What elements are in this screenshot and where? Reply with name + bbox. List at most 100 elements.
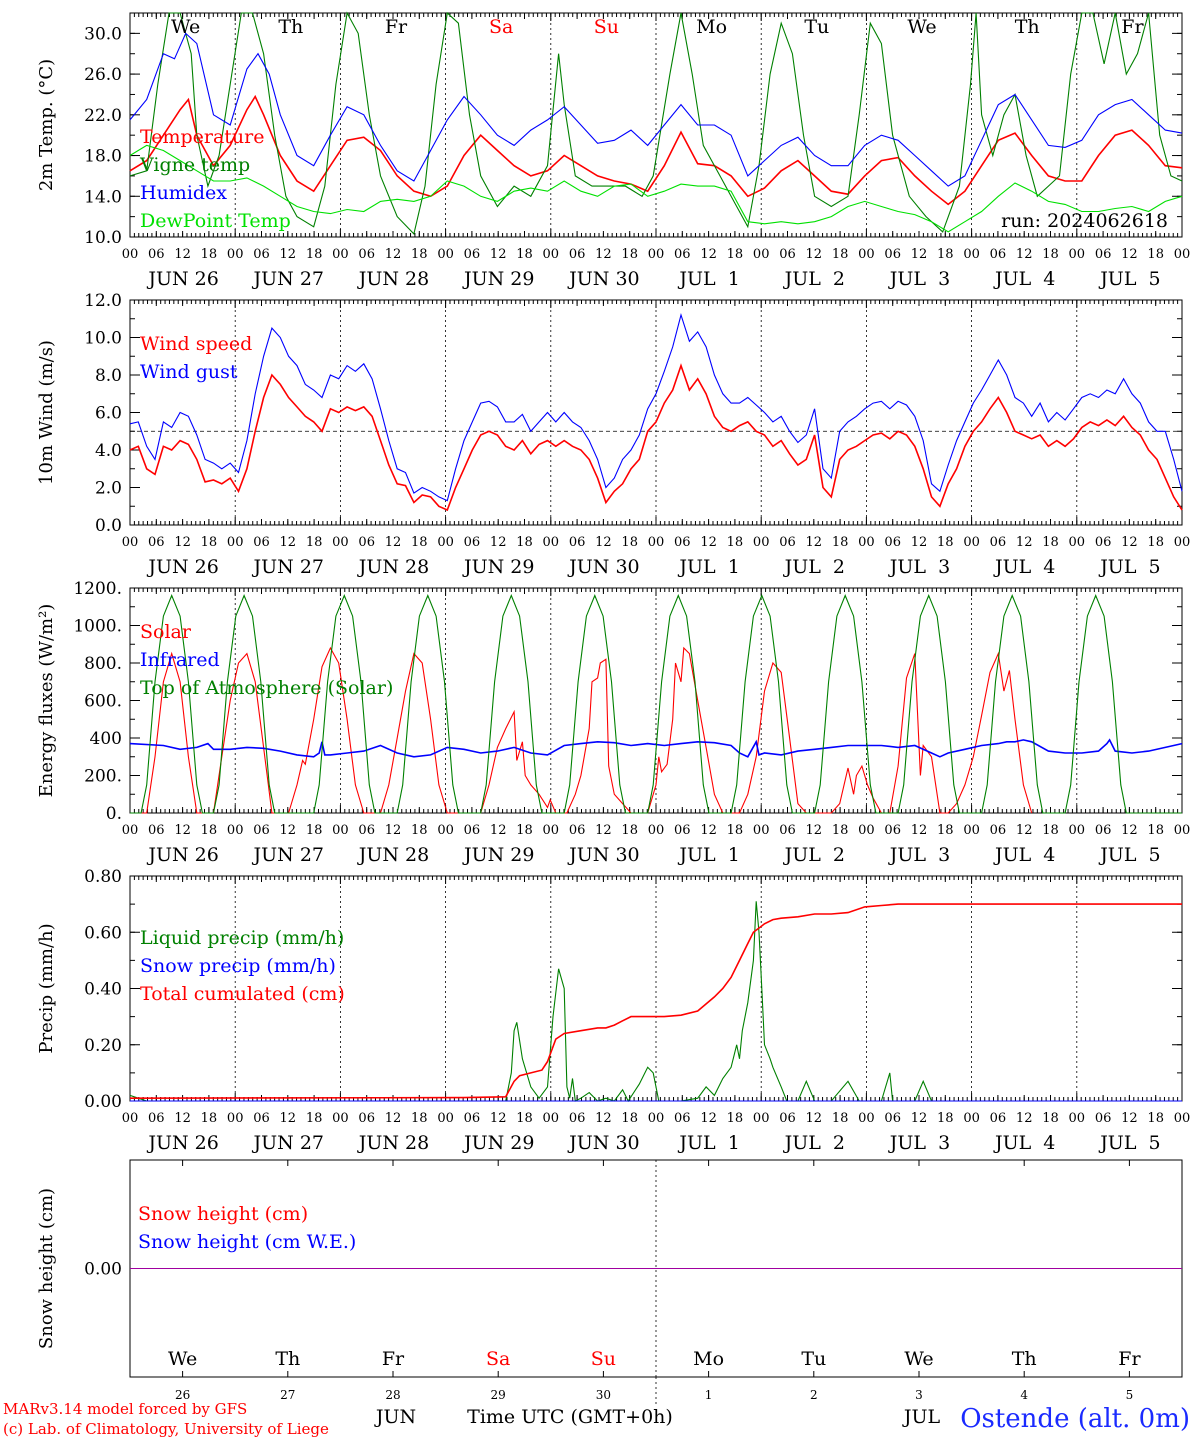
- hour-tick-label: 06: [253, 823, 270, 838]
- weekday-label: We: [907, 16, 936, 38]
- hour-tick-label: 06: [569, 535, 586, 550]
- legend-label: Liquid precip (mm/h): [140, 927, 344, 949]
- date-tick-label: JUL 2: [783, 268, 845, 290]
- hour-tick-label: 12: [806, 1111, 823, 1126]
- hour-tick-label: 18: [832, 535, 849, 550]
- hour-tick-label: 18: [727, 1111, 744, 1126]
- y-tick-label: 10.0: [84, 329, 122, 349]
- hour-tick-label: 12: [911, 1111, 928, 1126]
- hour-tick-label: 00: [963, 247, 980, 262]
- hour-tick-label: 18: [621, 1111, 638, 1126]
- date-tick-label: JUN 27: [252, 556, 324, 578]
- hour-tick-label: 00: [1069, 823, 1086, 838]
- day-number-label: 3: [915, 1388, 923, 1402]
- hour-tick-label: 12: [806, 535, 823, 550]
- date-tick-label: JUL 5: [1098, 844, 1160, 866]
- day-number-label: 27: [280, 1388, 295, 1402]
- hour-tick-label: 00: [648, 247, 665, 262]
- hour-tick-label: 12: [280, 247, 297, 262]
- y-tick-label: 12.0: [84, 291, 122, 311]
- series-line-total-cumulated-cm-: [129, 903, 1182, 1099]
- hour-tick-label: 00: [332, 535, 349, 550]
- hour-tick-label: 00: [543, 823, 560, 838]
- weekday-label: Th: [1012, 1348, 1037, 1370]
- date-tick-label: JUL 5: [1098, 556, 1160, 578]
- y-axis-label: Precip (mm/h): [36, 923, 57, 1053]
- hour-tick-label: 12: [700, 1111, 717, 1126]
- hour-tick-label: 06: [674, 535, 691, 550]
- date-tick-label: JUN 28: [357, 268, 429, 290]
- hour-tick-label: 00: [227, 535, 244, 550]
- weekday-label: Su: [594, 16, 619, 38]
- date-tick-label: JUN 29: [462, 1132, 534, 1154]
- hour-tick-label: 18: [411, 247, 428, 262]
- y-tick-label: 10.0: [84, 228, 122, 248]
- hour-tick-label: 06: [674, 823, 691, 838]
- day-number-label: 26: [175, 1388, 190, 1402]
- hour-tick-label: 06: [884, 247, 901, 262]
- y-tick-label: 22.0: [84, 106, 122, 126]
- hour-tick-label: 06: [253, 535, 270, 550]
- hour-tick-label: 12: [385, 247, 402, 262]
- hour-tick-label: 00: [1069, 535, 1086, 550]
- hour-tick-label: 12: [385, 823, 402, 838]
- hour-tick-label: 00: [332, 1111, 349, 1126]
- y-tick-label: 0.40: [84, 980, 122, 1000]
- hour-tick-label: 12: [280, 1111, 297, 1126]
- hour-tick-label: 00: [543, 535, 560, 550]
- footer-model-credit: MARv3.14 model forced by GFS: [3, 1400, 247, 1418]
- footer-lab-credit: (c) Lab. of Climatology, University of L…: [3, 1420, 329, 1438]
- hour-tick-label: 06: [464, 823, 481, 838]
- hour-tick-label: 06: [569, 1111, 586, 1126]
- hour-tick-label: 00: [648, 1111, 665, 1126]
- hour-tick-label: 12: [1121, 1111, 1138, 1126]
- date-tick-label: JUN 26: [146, 268, 218, 290]
- hour-tick-label: 12: [174, 535, 191, 550]
- y-tick-label: 400: [90, 729, 122, 749]
- date-tick-label: JUL 3: [888, 844, 950, 866]
- hour-tick-label: 00: [753, 1111, 770, 1126]
- date-tick-label: JUL 5: [1098, 268, 1160, 290]
- hour-tick-label: 12: [911, 823, 928, 838]
- y-axis-label: Energy fluxes (W/m²): [36, 604, 57, 798]
- hour-tick-label: 00: [648, 823, 665, 838]
- y-tick-label: 600.: [84, 692, 122, 712]
- hour-tick-label: 06: [148, 535, 165, 550]
- y-tick-label: 26.0: [84, 65, 122, 85]
- hour-tick-label: 12: [174, 1111, 191, 1126]
- legend-label: Total cumulated (cm): [140, 983, 345, 1005]
- y-tick-label: 0.80: [84, 867, 122, 887]
- hour-tick-label: 06: [1095, 535, 1112, 550]
- hour-tick-label: 18: [201, 535, 218, 550]
- hour-tick-label: 12: [490, 823, 507, 838]
- y-tick-label: 0.: [106, 804, 122, 824]
- x-axis-title: Time UTC (GMT+0h): [467, 1406, 673, 1428]
- day-number-label: 28: [385, 1388, 400, 1402]
- date-tick-label: JUN 28: [357, 844, 429, 866]
- date-tick-label: JUL 3: [888, 268, 950, 290]
- legend-label: Wind speed: [140, 333, 252, 355]
- date-tick-label: JUL 4: [993, 268, 1055, 290]
- hour-tick-label: 00: [858, 823, 875, 838]
- date-tick-label: JUN 29: [462, 556, 534, 578]
- hour-tick-label: 18: [1147, 823, 1164, 838]
- hour-tick-label: 12: [490, 1111, 507, 1126]
- hour-tick-label: 00: [543, 247, 560, 262]
- hour-tick-label: 00: [437, 535, 454, 550]
- y-tick-label: 1200.: [73, 579, 122, 599]
- y-axis-label: 10m Wind (m/s): [36, 340, 57, 485]
- weekday-label: Tu: [801, 1348, 826, 1370]
- month-label-right: JUL: [902, 1406, 941, 1428]
- hour-tick-label: 06: [358, 247, 375, 262]
- hour-tick-label: 18: [201, 823, 218, 838]
- hour-tick-label: 18: [937, 247, 954, 262]
- hour-tick-label: 18: [1147, 535, 1164, 550]
- y-tick-label: 2.0: [95, 479, 122, 499]
- date-tick-label: JUL 3: [888, 1132, 950, 1154]
- hour-tick-label: 18: [832, 823, 849, 838]
- date-tick-label: JUN 30: [567, 1132, 639, 1154]
- y-tick-label: 8.0: [95, 366, 122, 386]
- series-line-wind-speed: [129, 363, 1183, 512]
- panel-5: [129, 1159, 1183, 1407]
- hour-tick-label: 18: [306, 1111, 323, 1126]
